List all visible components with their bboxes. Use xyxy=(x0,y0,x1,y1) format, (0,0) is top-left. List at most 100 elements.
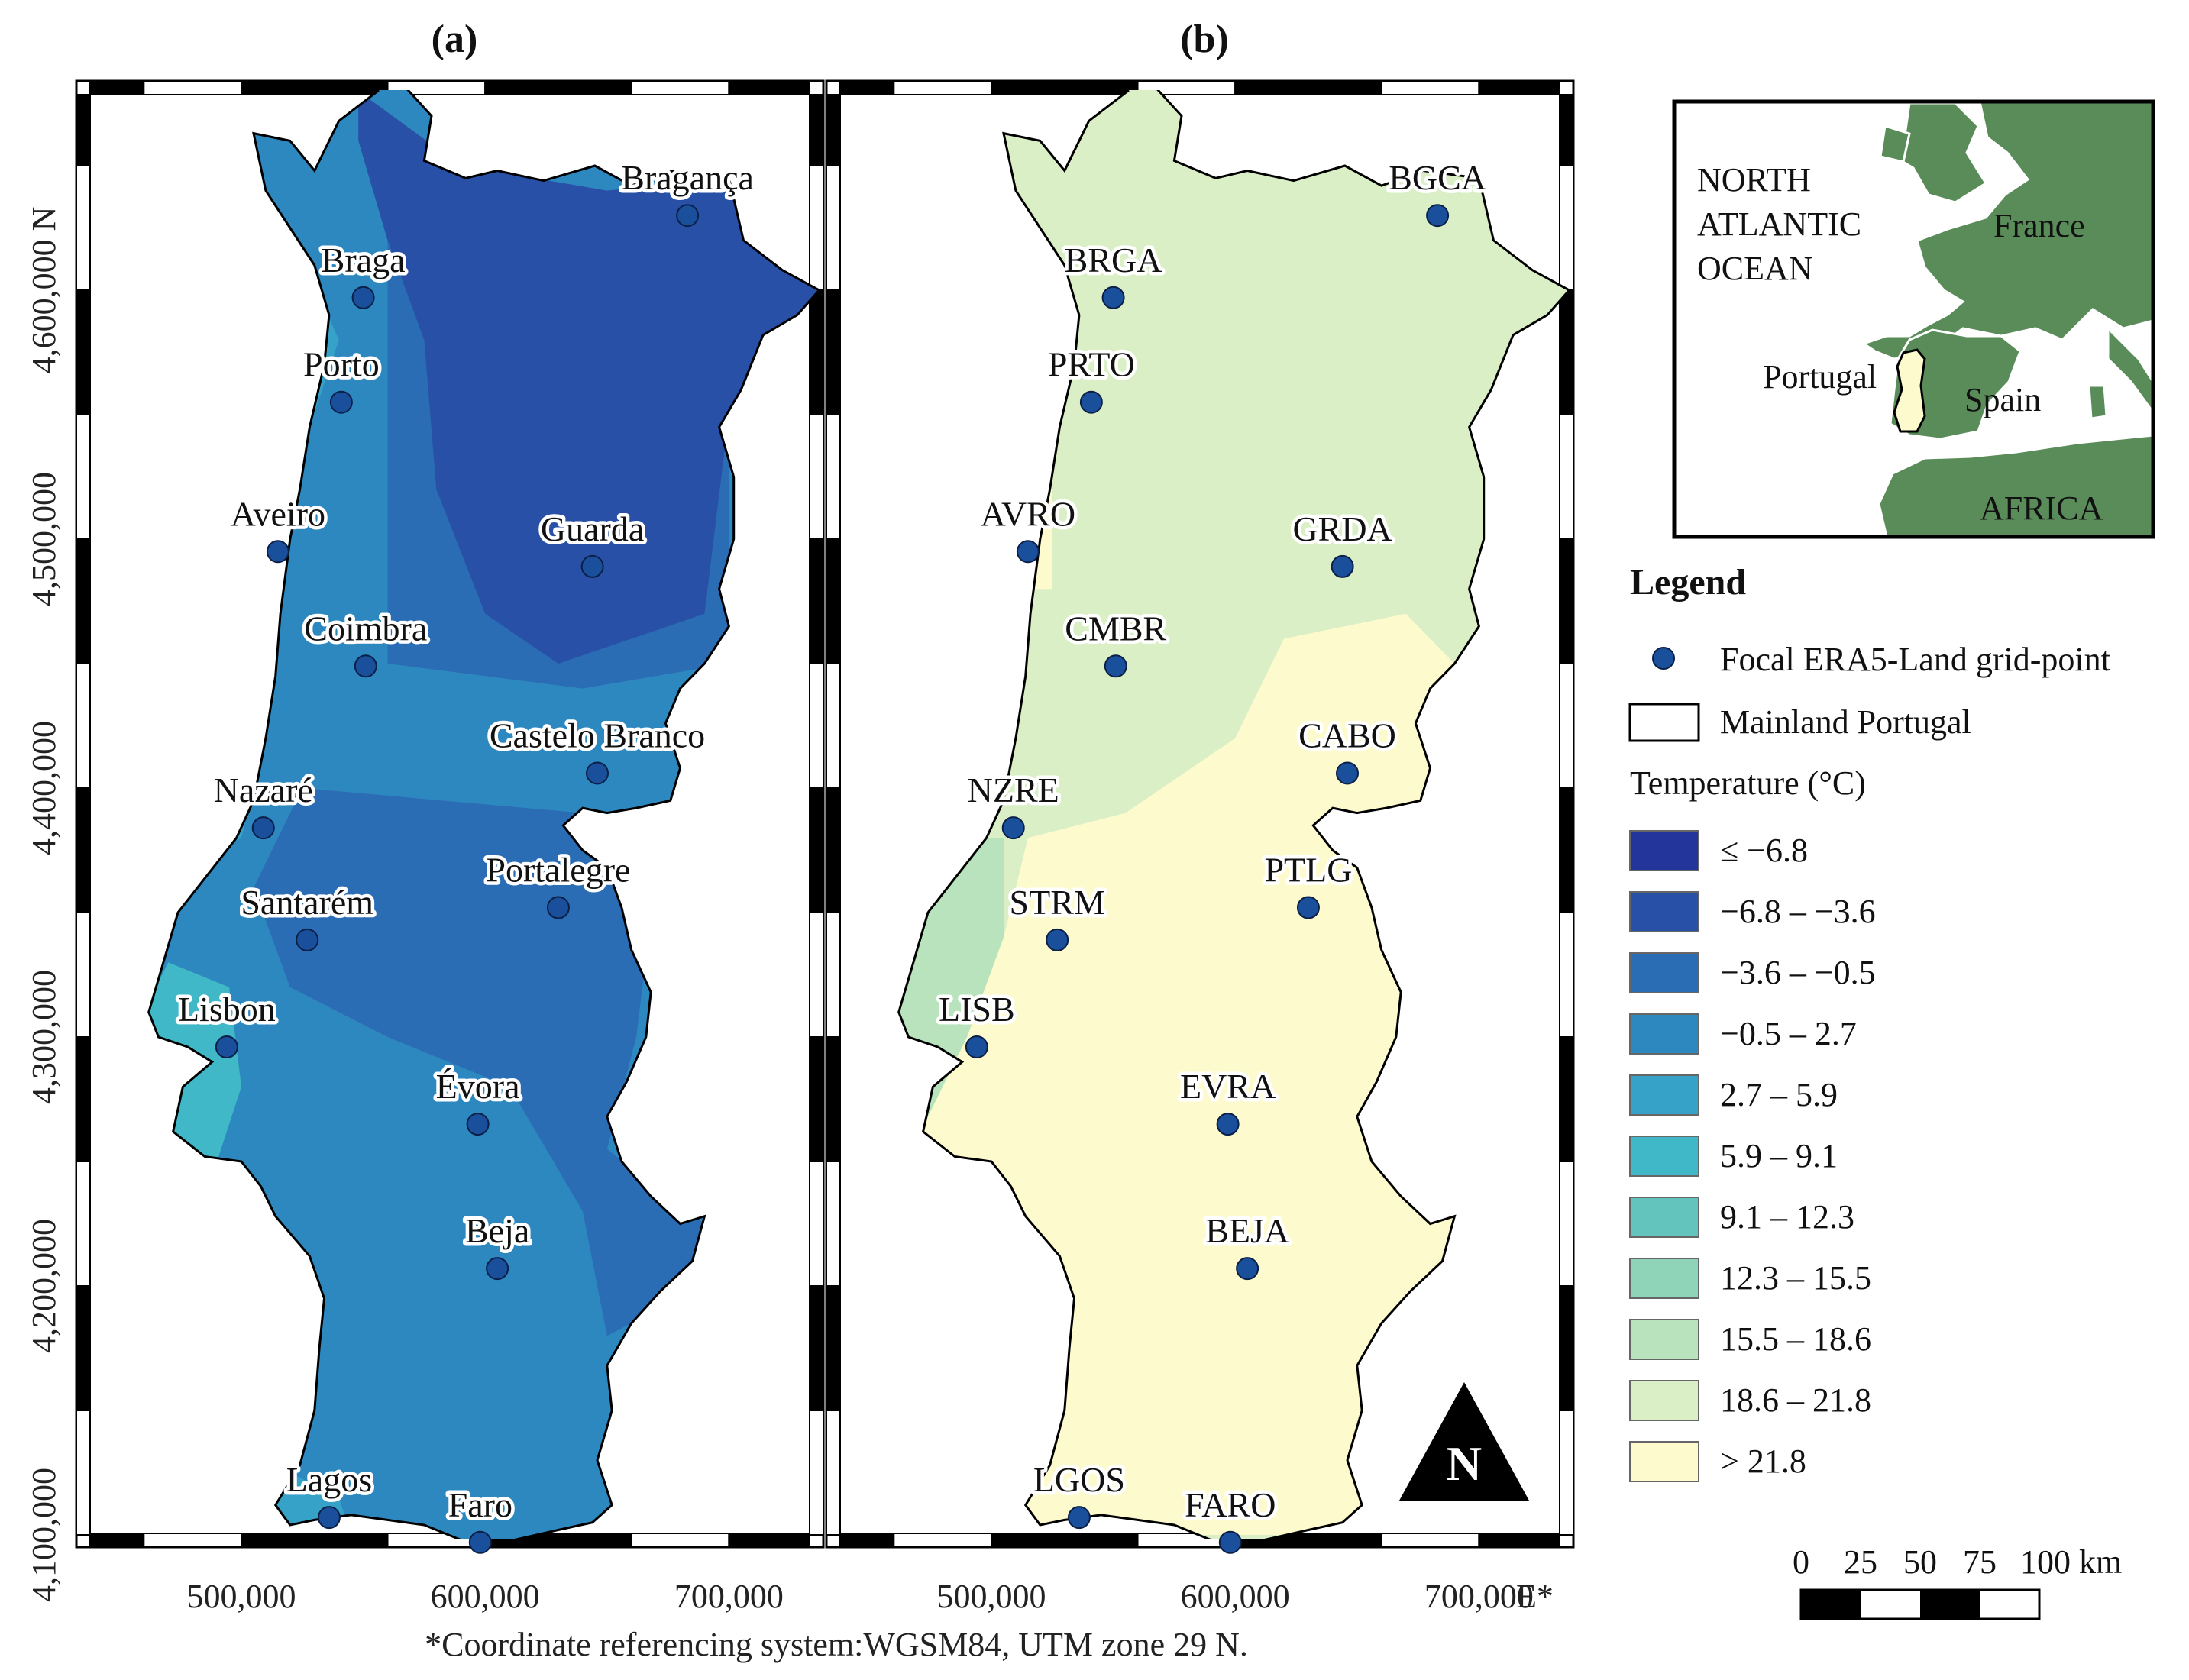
y-tick-label: 4,100,000 xyxy=(25,1468,63,1602)
scale-bar-label: 25 xyxy=(1844,1543,1877,1581)
city-label: Porto xyxy=(303,345,380,384)
y-tick-label: 4,500,000 xyxy=(25,472,63,606)
x-tick-label: 500,000 xyxy=(187,1578,296,1615)
scale-bar-label: 50 xyxy=(1903,1543,1937,1581)
city-label: PTLG xyxy=(1264,850,1352,889)
legend-swatch xyxy=(1629,952,1699,993)
grid-point xyxy=(586,761,609,785)
x-tick-label: 600,000 xyxy=(431,1578,540,1615)
grid-point xyxy=(1104,654,1127,678)
city-label: CABO xyxy=(1298,716,1396,754)
legend-class-label: 18.6 – 21.8 xyxy=(1720,1381,1871,1419)
city-label: Bragança xyxy=(621,158,754,197)
city-label: Coimbra xyxy=(304,609,427,648)
y-axis-tick-labels: 4,100,000 4,200,000 4,300,000 4,400,000 4,50… xyxy=(25,207,63,1602)
legend-swatch xyxy=(1629,830,1699,871)
legend-swatch xyxy=(1629,1136,1699,1177)
grid-point xyxy=(466,1113,490,1136)
y-tick-label: 4,200,000 xyxy=(25,1219,63,1353)
grid-point xyxy=(317,1506,341,1530)
panel-a: Bragança Braga Porto Aveiro Guarda Coimbra Cas… xyxy=(75,79,825,1554)
grid-point xyxy=(1426,204,1450,228)
grid-point xyxy=(486,1257,509,1281)
legend-swatch xyxy=(1629,1074,1699,1116)
city-label: Castelo Branco xyxy=(490,716,705,754)
city-label: BRGA xyxy=(1065,241,1162,279)
city-label: CMBR xyxy=(1065,609,1166,648)
panel-b-station-labels: BGCA BRGA PRTO AVRO GRDA CMBR CABO NZRE PTLG STRM… xyxy=(936,155,1490,1528)
scale-bar: 0 25 50 75 100 km xyxy=(1793,1543,2122,1620)
city-label: Faro xyxy=(448,1485,512,1524)
inset-ocean-line-1: NORTH xyxy=(1697,161,1811,199)
portugal-outline xyxy=(897,90,1569,1539)
inset-label-spain: Spain xyxy=(1964,381,2041,418)
grid-point xyxy=(351,286,375,309)
x-tick-label: 700,000 xyxy=(674,1578,784,1615)
grid-point xyxy=(1101,286,1125,309)
city-label: FARO xyxy=(1185,1485,1276,1524)
legend-swatch xyxy=(1629,1441,1699,1482)
legend-temperature-classes: ≤ −6.8 −6.8 – −3.6 −3.6 – −0.5 −0.5 – 2.7 2.… xyxy=(1629,830,1876,1482)
x-tick-label: 500,000 xyxy=(937,1578,1046,1615)
city-label: AVRO xyxy=(981,494,1075,533)
legend-title: Legend xyxy=(1630,562,1746,603)
panel-a-title: (a) xyxy=(432,18,478,61)
legend-boundary-symbol xyxy=(1628,703,1700,742)
north-arrow-label: N xyxy=(1447,1436,1482,1491)
panel-b: BGCA BRGA PRTO AVRO GRDA CMBR CABO NZRE PTLG STRM… xyxy=(825,79,1575,1554)
legend-point-label: Focal ERA5-Land grid-point xyxy=(1720,641,2110,678)
grid-point xyxy=(546,896,570,919)
legend-class-label: 12.3 – 15.5 xyxy=(1720,1259,1871,1297)
portugal-outline xyxy=(147,90,819,1539)
legend: Legend Focal ERA5-Land grid-point Mainla… xyxy=(1628,562,2110,1482)
grid-point xyxy=(1046,928,1069,951)
city-label: Guarda xyxy=(541,509,644,548)
city-label: Aveiro xyxy=(231,494,325,533)
city-label: GRDA xyxy=(1292,509,1392,548)
panel-b-graticule-frame xyxy=(826,80,1574,1548)
y-tick-label: 4,400,000 xyxy=(25,721,63,855)
grid-point xyxy=(1016,540,1040,564)
inset-ocean-line-3: OCEAN xyxy=(1697,250,1813,287)
legend-swatch xyxy=(1629,1380,1699,1421)
city-label: LGOS xyxy=(1033,1460,1125,1499)
panel-a-grid-points xyxy=(215,204,700,1554)
legend-class-label: 2.7 – 5.9 xyxy=(1720,1076,1838,1113)
inset-label-africa: AFRICA xyxy=(1980,489,2103,527)
inset-ocean-line-2: ATLANTIC xyxy=(1697,205,1861,243)
city-label: Beja xyxy=(465,1211,529,1250)
grid-point xyxy=(1067,1506,1091,1530)
grid-point xyxy=(1236,1257,1259,1281)
grid-point xyxy=(580,554,604,578)
inset-land xyxy=(1861,100,2155,538)
legend-class-label: ≤ −6.8 xyxy=(1720,832,1808,869)
scale-bar-label: 100 km xyxy=(2020,1543,2122,1581)
city-label: Évora xyxy=(436,1067,520,1106)
city-label: STRM xyxy=(1010,883,1105,922)
city-label: Portalegre xyxy=(486,850,630,889)
x-axis-tick-labels: 500,000 600,000 700,000 500,000 600,000 700,0… xyxy=(187,1578,1554,1615)
city-label: BEJA xyxy=(1205,1211,1289,1250)
city-label: Braga xyxy=(322,241,406,279)
inset-portugal-highlight xyxy=(1893,348,1926,433)
grid-point xyxy=(1336,761,1360,785)
scale-bar-label: 75 xyxy=(1963,1543,1997,1581)
city-label: Lagos xyxy=(286,1460,372,1499)
grid-point xyxy=(1331,554,1354,578)
grid-point xyxy=(1079,390,1103,414)
grid-point xyxy=(468,1530,492,1554)
city-label: EVRA xyxy=(1180,1067,1276,1106)
grid-point xyxy=(266,540,289,564)
panel-a-city-labels: Bragança Braga Porto Aveiro Guarda Coimbra Cas… xyxy=(174,155,757,1528)
panel-a-graticule-frame xyxy=(76,80,824,1548)
grid-point xyxy=(1296,896,1320,919)
grid-point xyxy=(296,928,319,951)
legend-class-label: −3.6 – −0.5 xyxy=(1720,954,1876,991)
inset-label-portugal: Portugal xyxy=(1763,358,1877,396)
panel-b-title: (b) xyxy=(1180,18,1229,61)
inset-frame xyxy=(1672,99,2155,539)
legend-boundary-label: Mainland Portugal xyxy=(1720,703,1971,741)
grid-point xyxy=(1001,816,1025,840)
legend-swatch xyxy=(1629,1319,1699,1360)
